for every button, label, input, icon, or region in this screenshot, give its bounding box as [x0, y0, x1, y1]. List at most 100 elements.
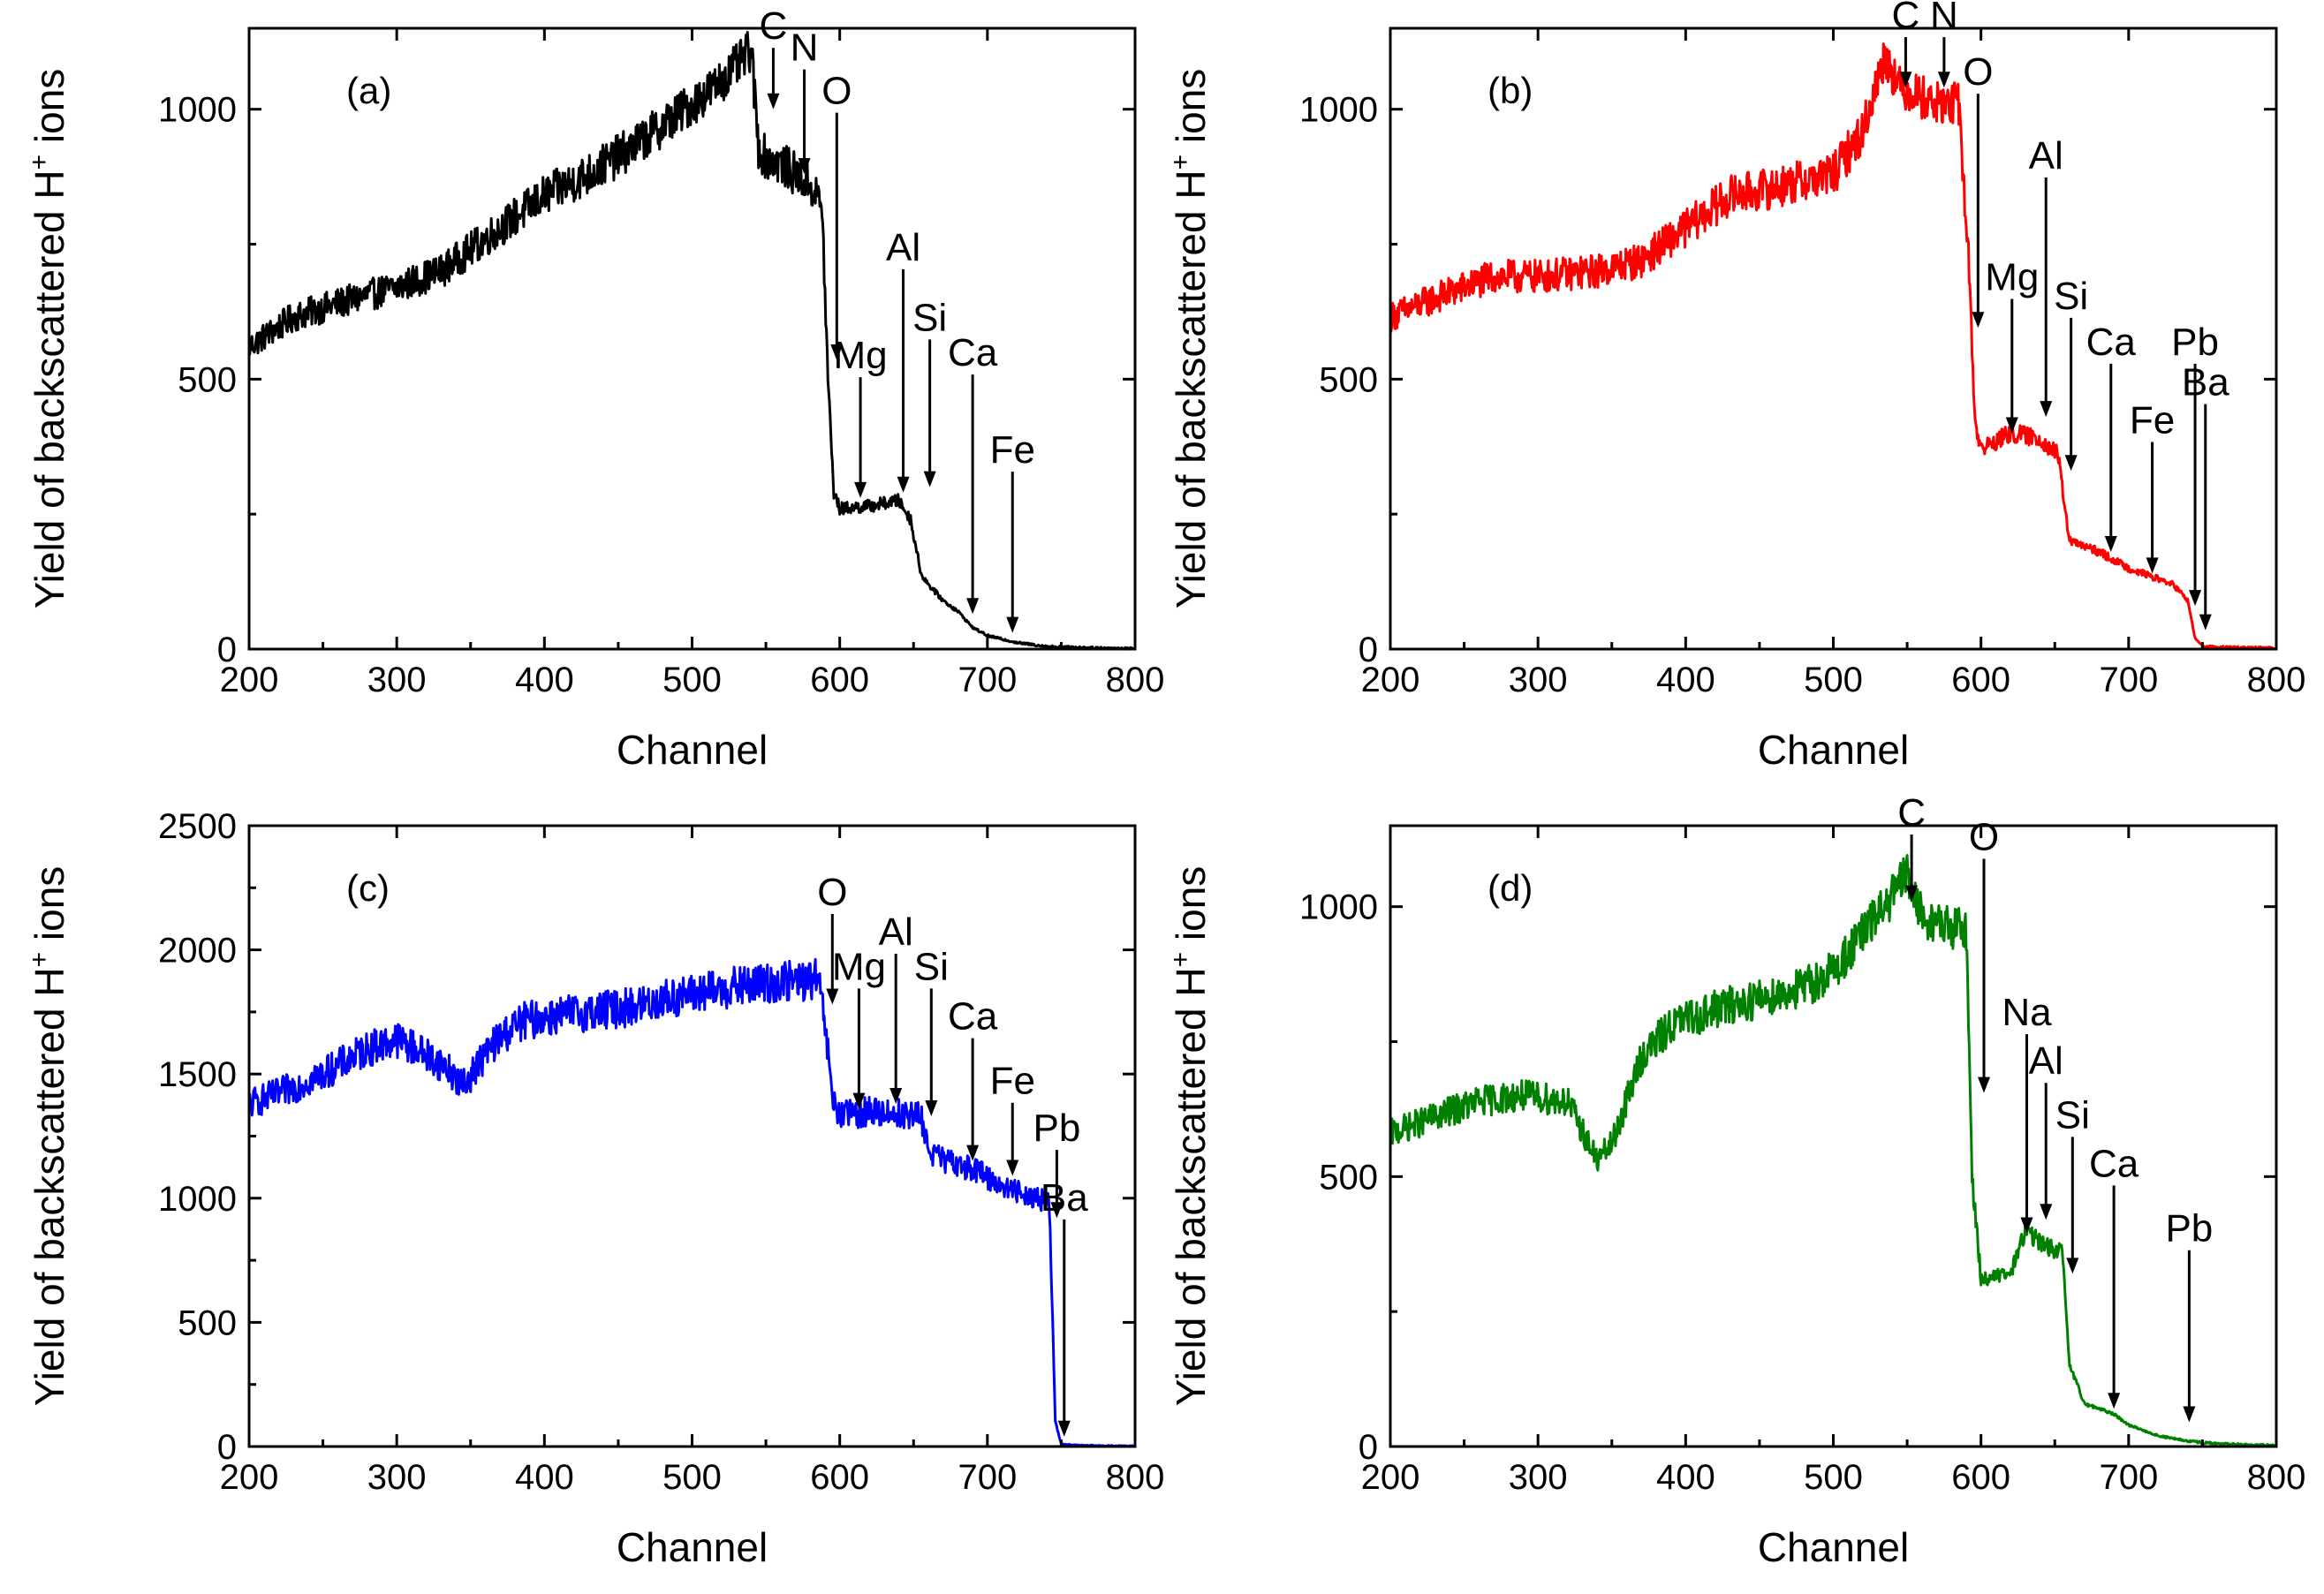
x-tick-label: 600	[1951, 661, 2010, 699]
x-tick-label: 800	[2247, 661, 2306, 699]
element-label: Fe	[990, 428, 1035, 472]
x-tick-label: 600	[810, 1458, 869, 1497]
element-label: Si	[2054, 275, 2088, 318]
arrow-down-icon	[2189, 590, 2202, 607]
panel-label: (d)	[1488, 867, 1533, 909]
x-tick-label: 400	[1656, 1458, 1715, 1497]
y-tick-label: 1500	[158, 1055, 237, 1094]
arrow-down-icon	[852, 1092, 866, 1109]
panel-b: 200 300 400 500 600 700 800 0 500 1000 Channel Yiel…	[1166, 0, 2305, 773]
element-label: Pb	[2171, 321, 2219, 364]
y-tick-label: 500	[178, 1303, 237, 1342]
y-tick-label: 1000	[158, 1180, 237, 1219]
arrow-down-icon	[1972, 312, 1985, 329]
y-tick-label: 500	[1319, 1158, 1378, 1197]
arrow-down-icon	[925, 1100, 938, 1117]
element-label: Mg	[1985, 255, 2039, 298]
x-tick-label: 700	[958, 1458, 1017, 1497]
x-tick-label: 200	[1361, 1458, 1420, 1497]
x-tick-label: 500	[1804, 1458, 1863, 1497]
element-label: Ca	[2086, 321, 2137, 364]
x-tick-label: 800	[1106, 661, 1165, 699]
x-tick-label: 200	[220, 661, 279, 699]
y-tick-label: 500	[1319, 360, 1378, 399]
element-label: Al	[886, 226, 920, 269]
x-tick-label: 700	[2099, 661, 2158, 699]
y-tick-label: 1000	[158, 91, 237, 130]
y-tick-label: 2500	[158, 807, 237, 846]
x-tick-label: 800	[1106, 1458, 1165, 1497]
x-tick-label: 300	[367, 661, 427, 699]
x-tick-label: 500	[662, 661, 722, 699]
arrow-down-icon	[767, 93, 780, 110]
element-label: Si	[912, 296, 947, 339]
plot-frame	[1389, 26, 2278, 651]
arrow-down-icon	[923, 471, 936, 487]
x-tick-label: 300	[1509, 1458, 1568, 1497]
element-label: Pb	[2165, 1207, 2213, 1250]
arrow-down-icon	[2040, 401, 2053, 418]
arrow-down-icon	[2064, 455, 2078, 472]
x-tick-label: 400	[515, 1458, 574, 1497]
spectrum-line	[247, 31, 1136, 651]
x-tick-label: 500	[1804, 661, 1863, 699]
element-label: Mg	[832, 945, 886, 988]
y-axis-title: Yield of backscattered H+ ions	[25, 866, 72, 1407]
element-label: O	[1969, 816, 1999, 859]
x-tick-label: 500	[662, 1458, 722, 1497]
element-label: Al	[879, 910, 913, 954]
spectrum-line	[1389, 854, 2277, 1448]
x-tick-label: 200	[1361, 661, 1420, 699]
y-tick-label: 500	[178, 360, 237, 399]
element-label: O	[821, 70, 852, 113]
element-label: Al	[2029, 1039, 2063, 1083]
y-tick-label: 0	[217, 1428, 237, 1467]
arrow-down-icon	[2104, 535, 2117, 552]
plot-frame	[247, 26, 1137, 651]
arrow-down-icon	[1978, 1077, 1991, 1093]
element-label: O	[1963, 50, 1993, 94]
element-label: Ca	[2089, 1142, 2139, 1185]
x-tick-label: 200	[220, 1458, 279, 1497]
arrow-down-icon	[2146, 557, 2159, 574]
arrow-down-icon	[1006, 616, 1019, 633]
x-tick-label: 700	[958, 661, 1017, 699]
x-axis-title: Channel	[1758, 1524, 1909, 1570]
y-tick-label: 0	[1359, 631, 1378, 669]
y-axis-title: Yield of backscattered H+ ions	[1166, 866, 1214, 1407]
arrow-down-icon	[897, 476, 910, 493]
element-label: O	[817, 871, 847, 914]
arrow-down-icon	[1057, 1420, 1071, 1437]
element-label: Na	[2002, 991, 2052, 1034]
x-tick-label: 300	[367, 1458, 427, 1497]
arrow-down-icon	[854, 481, 867, 498]
element-label: Fe	[2130, 398, 2175, 442]
element-label: Si	[2055, 1093, 2090, 1137]
arrow-down-icon	[2108, 1393, 2121, 1409]
y-tick-label: 0	[217, 631, 237, 669]
arrow-down-icon	[966, 598, 980, 615]
panel-label: (b)	[1488, 70, 1533, 111]
y-tick-label: 1000	[1299, 91, 1378, 130]
arrow-down-icon	[889, 1087, 903, 1104]
element-label: C	[760, 4, 788, 48]
element-label: Ba	[2182, 361, 2229, 404]
x-tick-label: 800	[2247, 1458, 2306, 1497]
panel-label: (c)	[346, 867, 390, 909]
y-tick-label: 2000	[158, 932, 237, 971]
element-label: C	[1892, 0, 1920, 37]
plot-frame	[247, 824, 1137, 1448]
arrow-down-icon	[830, 344, 844, 360]
plot-frame	[1389, 824, 2278, 1448]
x-tick-label: 400	[515, 661, 574, 699]
arrow-down-icon	[1050, 1202, 1064, 1219]
element-label: Ba	[1041, 1176, 1088, 1220]
x-tick-label: 400	[1656, 661, 1715, 699]
x-axis-title: Channel	[1758, 727, 1909, 773]
arrow-down-icon	[2066, 1258, 2079, 1274]
y-tick-label: 0	[1359, 1428, 1378, 1467]
y-tick-label: 1000	[1299, 888, 1378, 927]
arrow-down-icon	[798, 158, 811, 175]
spectrum-line	[1389, 42, 2278, 651]
panel-c: 200 300 400 500 600 700 800 0 500 1000 1500 2000 250…	[25, 807, 1164, 1570]
